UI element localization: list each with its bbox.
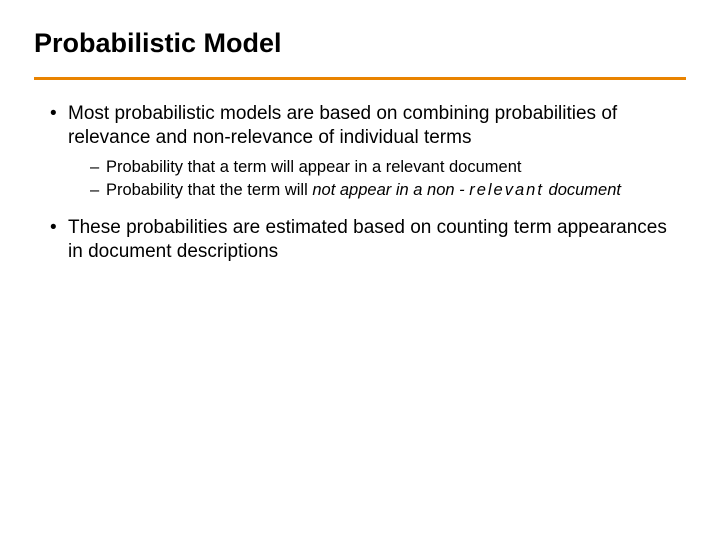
spaced-dash: -	[455, 181, 470, 199]
slide: Probabilistic Model Most probabilistic m…	[0, 0, 720, 540]
bullet-list: Most probabilistic models are based on c…	[34, 102, 686, 264]
list-item: These probabilities are estimated based …	[50, 216, 686, 265]
sub-bullet-text-part: document	[549, 181, 621, 199]
sub-bullet-text: Probability that a term will appear in a…	[106, 158, 521, 176]
horizontal-rule	[34, 77, 686, 80]
bullet-text: Most probabilistic models are based on c…	[68, 103, 617, 148]
sub-bullet-list: Probability that a term will appear in a…	[68, 157, 686, 202]
list-item: Probability that a term will appear in a…	[90, 157, 686, 178]
slide-title: Probabilistic Model	[34, 28, 686, 59]
sub-bullet-text-part: appear in a non	[335, 181, 454, 199]
italic-text: not	[312, 181, 335, 199]
sub-bullet-text-part: Probability that the term will	[106, 181, 312, 199]
list-item: Most probabilistic models are based on c…	[50, 102, 686, 202]
slide-body: Most probabilistic models are based on c…	[34, 102, 686, 264]
bullet-text: These probabilities are estimated based …	[68, 217, 667, 262]
spaced-text: relevant	[469, 181, 544, 199]
list-item: Probability that the term will not appea…	[90, 180, 686, 201]
